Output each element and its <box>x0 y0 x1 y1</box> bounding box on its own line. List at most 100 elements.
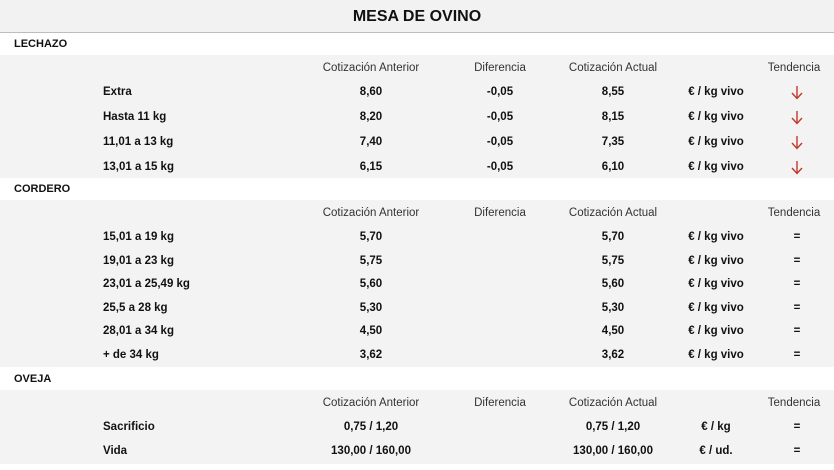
price-unit: € / kg vivo <box>688 301 744 314</box>
price-unit: € / kg vivo <box>688 325 744 337</box>
difference-value: -0,05 <box>486 136 514 148</box>
trend-equal: = <box>793 278 801 290</box>
previous-price: 0,75 / 1,20 <box>343 421 399 433</box>
table-row: 19,01 a 23 kg 5,75 5,75 € / kg vivo = <box>0 249 834 273</box>
row-label: Extra <box>103 86 132 98</box>
current-price: 8,15 <box>601 111 625 123</box>
column-header-difference: Diferencia <box>474 397 526 409</box>
difference-value <box>460 343 540 367</box>
trend-equal: = <box>793 445 801 457</box>
trend-equal: = <box>793 254 801 267</box>
section-oveja: OVEJA <box>0 368 834 390</box>
difference-value <box>460 296 540 320</box>
row-label: 28,01 a 34 kg <box>103 325 174 337</box>
price-unit: € / kg vivo <box>688 254 744 267</box>
difference-value <box>460 439 540 463</box>
column-header-difference: Diferencia <box>474 62 526 74</box>
section-band <box>0 200 834 367</box>
table-row: 11,01 a 13 kg 7,40 -0,05 7,35 € / kg vivo <box>0 130 834 154</box>
row-label: + de 34 kg <box>103 348 159 361</box>
current-price: 0,75 / 1,20 <box>585 421 641 433</box>
difference-value <box>460 249 540 273</box>
current-price: 130,00 / 160,00 <box>573 445 653 457</box>
previous-price: 5,70 <box>359 231 383 243</box>
row-label: 19,01 a 23 kg <box>103 254 174 267</box>
row-label: Sacrificio <box>103 421 155 433</box>
previous-price: 3,62 <box>359 348 383 361</box>
price-unit: € / kg vivo <box>688 278 744 290</box>
table-row: 28,01 a 34 kg 4,50 4,50 € / kg vivo = <box>0 319 834 343</box>
column-header-current: Cotización Actual <box>568 397 658 409</box>
table-row: 13,01 a 15 kg 6,15 -0,05 6,10 € / kg vivo <box>0 155 834 179</box>
price-unit: € / ud. <box>699 445 733 457</box>
row-label: 15,01 a 19 kg <box>103 231 174 243</box>
current-price: 7,35 <box>601 136 625 148</box>
trend-equal: = <box>793 231 801 243</box>
previous-price: 8,20 <box>359 111 383 123</box>
column-header-previous: Cotización Anterior <box>322 62 420 74</box>
trend-equal: = <box>793 421 801 433</box>
previous-price: 130,00 / 160,00 <box>331 445 411 457</box>
row-label: Vida <box>103 445 128 457</box>
section-cordero: CORDERO <box>0 178 834 200</box>
section-title: CORDERO <box>14 183 71 195</box>
section-title: LECHAZO <box>14 38 68 50</box>
down-arrow-icon <box>765 105 829 129</box>
previous-price: 5,75 <box>359 254 383 267</box>
column-header-previous: Cotización Anterior <box>322 397 420 409</box>
table-row: 23,01 a 25,49 kg 5,60 5,60 € / kg vivo = <box>0 272 834 296</box>
row-label: 11,01 a 13 kg <box>103 136 174 148</box>
previous-price: 5,30 <box>359 301 383 314</box>
column-header-previous: Cotización Anterior <box>322 207 420 219</box>
difference-value: -0,05 <box>486 161 514 173</box>
price-unit: € / kg vivo <box>688 231 744 243</box>
price-unit: € / kg vivo <box>688 111 744 123</box>
difference-value: -0,05 <box>486 86 514 98</box>
price-unit: € / kg vivo <box>688 136 744 148</box>
current-price: 6,10 <box>601 161 625 173</box>
table-row: Extra 8,60 -0,05 8,55 € / kg vivo <box>0 80 834 104</box>
table-row: 15,01 a 19 kg 5,70 5,70 € / kg vivo = <box>0 225 834 249</box>
table-row: + de 34 kg 3,62 3,62 € / kg vivo = <box>0 343 834 367</box>
difference-value <box>460 415 540 439</box>
column-header-row: Cotización Anterior Diferencia Cotización … <box>0 56 834 80</box>
column-header-current: Cotización Actual <box>568 207 658 219</box>
row-label: 13,01 a 15 kg <box>103 161 174 173</box>
difference-value <box>460 319 540 343</box>
current-price: 5,75 <box>601 254 625 267</box>
section-band <box>0 55 834 181</box>
current-price: 5,30 <box>601 301 625 314</box>
table-row: 25,5 a 28 kg 5,30 5,30 € / kg vivo = <box>0 296 834 320</box>
table-row: Vida 130,00 / 160,00 130,00 / 160,00 € / ud… <box>0 439 834 463</box>
down-arrow-icon <box>765 130 829 154</box>
table-row: Hasta 11 kg 8,20 -0,05 8,15 € / kg vivo <box>0 105 834 129</box>
previous-price: 5,60 <box>359 278 383 290</box>
current-price: 3,62 <box>601 348 625 361</box>
trend-equal: = <box>793 348 801 361</box>
price-unit: € / kg vivo <box>688 86 744 98</box>
row-label: Hasta 11 kg <box>103 111 167 123</box>
difference-value: -0,05 <box>486 111 514 123</box>
previous-price: 7,40 <box>359 136 383 148</box>
section-band <box>0 390 834 464</box>
trend-equal: = <box>793 301 801 314</box>
column-header-trend: Tendencia <box>767 207 821 219</box>
previous-price: 8,60 <box>359 86 383 98</box>
column-header-trend: Tendencia <box>767 397 821 409</box>
difference-value <box>460 225 540 249</box>
current-price: 8,55 <box>601 86 625 98</box>
current-price: 4,50 <box>601 325 625 337</box>
difference-value <box>460 272 540 296</box>
down-arrow-icon <box>765 80 829 104</box>
section-lechazo: LECHAZO <box>0 33 834 55</box>
price-unit: € / kg vivo <box>688 348 744 361</box>
current-price: 5,60 <box>601 278 625 290</box>
table-row: Sacrificio 0,75 / 1,20 0,75 / 1,20 € / kg = <box>0 415 834 439</box>
current-price: 5,70 <box>601 231 625 243</box>
column-header-row: Cotización Anterior Diferencia Cotización … <box>0 391 834 415</box>
page-title: MESA DE OVINO <box>0 0 834 33</box>
price-unit: € / kg vivo <box>688 161 744 173</box>
down-arrow-icon <box>765 155 829 179</box>
previous-price: 6,15 <box>359 161 383 173</box>
row-label: 23,01 a 25,49 kg <box>103 278 190 290</box>
